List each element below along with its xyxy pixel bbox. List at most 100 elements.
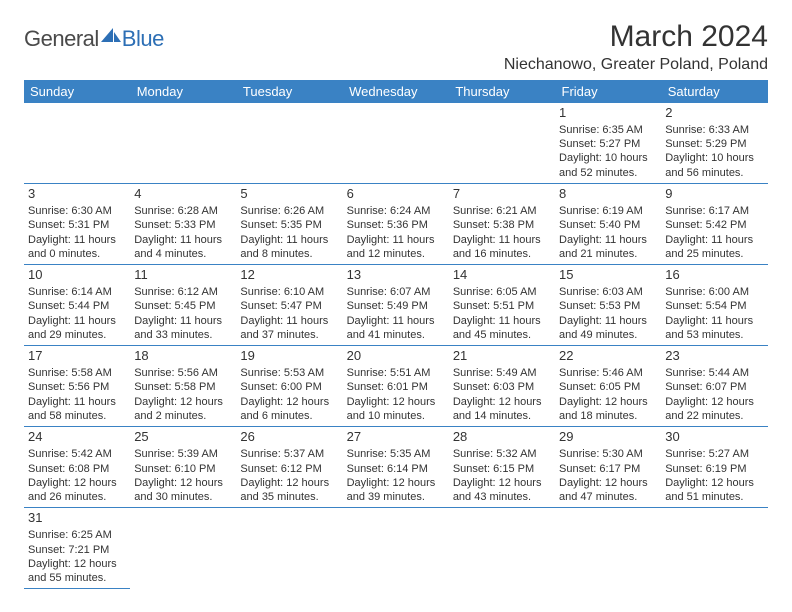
sunset-line: Sunset: 5:40 PM xyxy=(559,218,657,232)
day-number: 28 xyxy=(453,429,551,446)
calendar-cell: 14Sunrise: 6:05 AMSunset: 5:51 PMDayligh… xyxy=(449,265,555,346)
sunset-line: Sunset: 6:00 PM xyxy=(240,380,338,394)
calendar-cell: 10Sunrise: 6:14 AMSunset: 5:44 PMDayligh… xyxy=(24,265,130,346)
dayheader-fri: Friday xyxy=(555,80,661,103)
daylight-line: Daylight: 12 hours and 2 minutes. xyxy=(134,395,232,424)
calendar-cell: 20Sunrise: 5:51 AMSunset: 6:01 PMDayligh… xyxy=(343,346,449,427)
sunrise-line: Sunrise: 6:05 AM xyxy=(453,285,551,299)
daylight-line: Daylight: 11 hours and 49 minutes. xyxy=(559,314,657,343)
sunset-line: Sunset: 5:51 PM xyxy=(453,299,551,313)
sunrise-line: Sunrise: 5:53 AM xyxy=(240,366,338,380)
day-number: 21 xyxy=(453,348,551,365)
dayheader-wed: Wednesday xyxy=(343,80,449,103)
daylight-line: Daylight: 10 hours and 56 minutes. xyxy=(665,151,763,180)
month-title: March 2024 xyxy=(504,20,768,54)
sunset-line: Sunset: 6:17 PM xyxy=(559,462,657,476)
daylight-line: Daylight: 12 hours and 22 minutes. xyxy=(665,395,763,424)
sunset-line: Sunset: 5:35 PM xyxy=(240,218,338,232)
day-number: 16 xyxy=(665,267,763,284)
daylight-line: Daylight: 11 hours and 29 minutes. xyxy=(28,314,126,343)
daylight-line: Daylight: 12 hours and 26 minutes. xyxy=(28,476,126,505)
calendar-cell: 4Sunrise: 6:28 AMSunset: 5:33 PMDaylight… xyxy=(130,184,236,265)
sunrise-line: Sunrise: 5:37 AM xyxy=(240,447,338,461)
day-number: 13 xyxy=(347,267,445,284)
sunrise-line: Sunrise: 5:58 AM xyxy=(28,366,126,380)
calendar-cell: 16Sunrise: 6:00 AMSunset: 5:54 PMDayligh… xyxy=(661,265,767,346)
calendar-week-row: 1Sunrise: 6:35 AMSunset: 5:27 PMDaylight… xyxy=(24,103,768,184)
daylight-line: Daylight: 12 hours and 14 minutes. xyxy=(453,395,551,424)
sunset-line: Sunset: 5:36 PM xyxy=(347,218,445,232)
sunrise-line: Sunrise: 5:44 AM xyxy=(665,366,763,380)
day-number: 10 xyxy=(28,267,126,284)
day-number: 31 xyxy=(28,510,126,527)
calendar-cell xyxy=(449,103,555,184)
calendar-cell: 7Sunrise: 6:21 AMSunset: 5:38 PMDaylight… xyxy=(449,184,555,265)
sunrise-line: Sunrise: 6:24 AM xyxy=(347,204,445,218)
daylight-line: Daylight: 11 hours and 58 minutes. xyxy=(28,395,126,424)
calendar-cell: 31Sunrise: 6:25 AMSunset: 7:21 PMDayligh… xyxy=(24,508,130,589)
day-number: 7 xyxy=(453,186,551,203)
calendar-cell: 19Sunrise: 5:53 AMSunset: 6:00 PMDayligh… xyxy=(236,346,342,427)
daylight-line: Daylight: 11 hours and 41 minutes. xyxy=(347,314,445,343)
page-header: General Blue March 2024 Niechanowo, Grea… xyxy=(24,20,768,74)
sunset-line: Sunset: 5:45 PM xyxy=(134,299,232,313)
dayheader-tue: Tuesday xyxy=(236,80,342,103)
daylight-line: Daylight: 12 hours and 35 minutes. xyxy=(240,476,338,505)
title-block: March 2024 Niechanowo, Greater Poland, P… xyxy=(504,20,768,74)
sunrise-line: Sunrise: 5:39 AM xyxy=(134,447,232,461)
calendar-cell: 5Sunrise: 6:26 AMSunset: 5:35 PMDaylight… xyxy=(236,184,342,265)
calendar-cell: 12Sunrise: 6:10 AMSunset: 5:47 PMDayligh… xyxy=(236,265,342,346)
sunset-line: Sunset: 6:10 PM xyxy=(134,462,232,476)
sunrise-line: Sunrise: 6:07 AM xyxy=(347,285,445,299)
calendar-cell: 9Sunrise: 6:17 AMSunset: 5:42 PMDaylight… xyxy=(661,184,767,265)
sunset-line: Sunset: 5:42 PM xyxy=(665,218,763,232)
sunset-line: Sunset: 6:08 PM xyxy=(28,462,126,476)
sunrise-line: Sunrise: 5:35 AM xyxy=(347,447,445,461)
sunrise-line: Sunrise: 6:25 AM xyxy=(28,528,126,542)
daylight-line: Daylight: 12 hours and 10 minutes. xyxy=(347,395,445,424)
sunset-line: Sunset: 5:53 PM xyxy=(559,299,657,313)
calendar-cell: 25Sunrise: 5:39 AMSunset: 6:10 PMDayligh… xyxy=(130,427,236,508)
logo-text-blue: Blue xyxy=(122,26,164,52)
daylight-line: Daylight: 12 hours and 43 minutes. xyxy=(453,476,551,505)
sunset-line: Sunset: 5:44 PM xyxy=(28,299,126,313)
sunset-line: Sunset: 6:07 PM xyxy=(665,380,763,394)
calendar-cell: 1Sunrise: 6:35 AMSunset: 5:27 PMDaylight… xyxy=(555,103,661,184)
day-number: 26 xyxy=(240,429,338,446)
day-number: 17 xyxy=(28,348,126,365)
sunset-line: Sunset: 7:21 PM xyxy=(28,543,126,557)
daylight-line: Daylight: 11 hours and 0 minutes. xyxy=(28,233,126,262)
sunrise-line: Sunrise: 5:27 AM xyxy=(665,447,763,461)
sunset-line: Sunset: 5:27 PM xyxy=(559,137,657,151)
sunrise-line: Sunrise: 6:33 AM xyxy=(665,123,763,137)
day-number: 4 xyxy=(134,186,232,203)
calendar-cell xyxy=(24,103,130,184)
day-number: 20 xyxy=(347,348,445,365)
day-header-row: Sunday Monday Tuesday Wednesday Thursday… xyxy=(24,80,768,103)
daylight-line: Daylight: 11 hours and 12 minutes. xyxy=(347,233,445,262)
calendar-cell xyxy=(130,103,236,184)
calendar-cell xyxy=(343,508,449,589)
sunrise-line: Sunrise: 6:14 AM xyxy=(28,285,126,299)
daylight-line: Daylight: 12 hours and 51 minutes. xyxy=(665,476,763,505)
day-number: 23 xyxy=(665,348,763,365)
calendar-page: General Blue March 2024 Niechanowo, Grea… xyxy=(0,0,792,589)
day-number: 9 xyxy=(665,186,763,203)
sunset-line: Sunset: 5:49 PM xyxy=(347,299,445,313)
daylight-line: Daylight: 12 hours and 39 minutes. xyxy=(347,476,445,505)
day-number: 15 xyxy=(559,267,657,284)
dayheader-sat: Saturday xyxy=(661,80,767,103)
day-number: 27 xyxy=(347,429,445,446)
logo-text-general: General xyxy=(24,26,99,52)
sail-icon xyxy=(101,28,121,42)
calendar-cell: 13Sunrise: 6:07 AMSunset: 5:49 PMDayligh… xyxy=(343,265,449,346)
sunrise-line: Sunrise: 6:00 AM xyxy=(665,285,763,299)
calendar-cell: 29Sunrise: 5:30 AMSunset: 6:17 PMDayligh… xyxy=(555,427,661,508)
sunrise-line: Sunrise: 6:30 AM xyxy=(28,204,126,218)
day-number: 8 xyxy=(559,186,657,203)
calendar-cell: 18Sunrise: 5:56 AMSunset: 5:58 PMDayligh… xyxy=(130,346,236,427)
sunset-line: Sunset: 5:58 PM xyxy=(134,380,232,394)
calendar-cell xyxy=(661,508,767,589)
sunrise-line: Sunrise: 6:03 AM xyxy=(559,285,657,299)
sunrise-line: Sunrise: 5:30 AM xyxy=(559,447,657,461)
